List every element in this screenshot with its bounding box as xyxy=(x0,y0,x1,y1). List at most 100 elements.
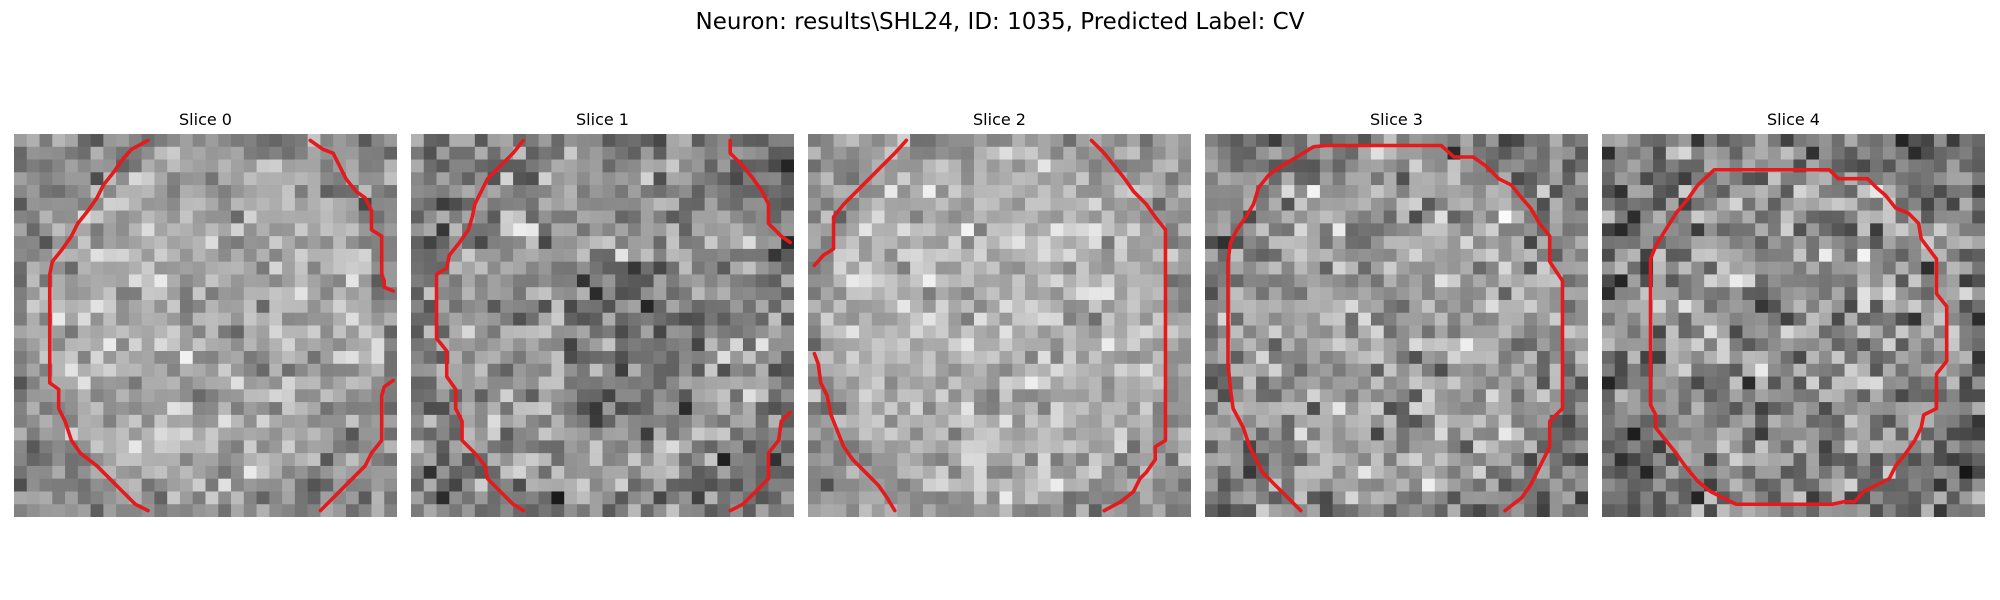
pixel xyxy=(307,478,321,492)
pixel xyxy=(935,197,949,211)
pixel xyxy=(589,248,603,262)
pixel xyxy=(1409,146,1423,160)
pixel xyxy=(500,465,514,479)
pixel xyxy=(1473,440,1487,454)
pixel xyxy=(999,402,1013,416)
pixel xyxy=(218,197,232,211)
pixel xyxy=(833,376,847,390)
pixel xyxy=(1037,236,1051,250)
pixel xyxy=(1857,389,1871,403)
pixel xyxy=(1178,427,1191,441)
pixel xyxy=(423,210,437,224)
pixel xyxy=(628,172,642,186)
pixel xyxy=(961,440,975,454)
pixel xyxy=(1037,389,1051,403)
pixel xyxy=(1793,236,1807,250)
pixel xyxy=(1831,338,1845,352)
pixel xyxy=(1383,427,1397,441)
pixel xyxy=(961,325,975,339)
pixel xyxy=(1742,478,1756,492)
pixel xyxy=(1921,172,1935,186)
pixel xyxy=(961,223,975,237)
pixel xyxy=(1640,440,1654,454)
pixel xyxy=(1396,478,1410,492)
pixel xyxy=(628,402,642,416)
pixel xyxy=(269,376,283,390)
pixel xyxy=(1152,261,1166,275)
pixel xyxy=(256,274,270,288)
pixel xyxy=(1370,376,1384,390)
pixel xyxy=(462,134,476,148)
pixel xyxy=(487,185,501,199)
pixel xyxy=(1294,491,1308,505)
pixel xyxy=(1358,172,1372,186)
pixel xyxy=(1665,274,1679,288)
pixel xyxy=(231,236,245,250)
pixel xyxy=(1217,197,1231,211)
pixel xyxy=(1434,338,1448,352)
pixel xyxy=(859,504,873,517)
pixel xyxy=(116,172,130,186)
pixel xyxy=(1358,261,1372,275)
pixel xyxy=(256,363,270,377)
pixel xyxy=(128,453,142,467)
pixel xyxy=(333,440,347,454)
pixel xyxy=(897,478,911,492)
pixel xyxy=(345,338,359,352)
pixel xyxy=(1076,491,1090,505)
pixel xyxy=(192,299,206,313)
pixel xyxy=(1691,338,1705,352)
pixel xyxy=(294,312,308,326)
pixel xyxy=(1243,185,1257,199)
pixel xyxy=(269,338,283,352)
pixel xyxy=(1562,338,1576,352)
pixel xyxy=(1691,146,1705,160)
pixel xyxy=(1946,465,1960,479)
pixel xyxy=(243,248,257,262)
pixel xyxy=(128,325,142,339)
pixel xyxy=(1895,325,1909,339)
pixel xyxy=(1434,299,1448,313)
pixel xyxy=(1332,504,1346,517)
pixel xyxy=(1307,376,1321,390)
pixel xyxy=(90,248,104,262)
pixel xyxy=(1178,338,1191,352)
pixel xyxy=(1933,236,1947,250)
pixel xyxy=(1704,440,1718,454)
pixel xyxy=(564,172,578,186)
pixel xyxy=(1152,414,1166,428)
pixel xyxy=(846,414,860,428)
pixel xyxy=(1742,465,1756,479)
pixel xyxy=(948,389,962,403)
pixel xyxy=(986,223,1000,237)
pixel xyxy=(1729,440,1743,454)
pixel xyxy=(1678,261,1692,275)
pixel xyxy=(1691,223,1705,237)
pixel xyxy=(999,491,1013,505)
pixel xyxy=(1806,146,1820,160)
pixel xyxy=(1281,236,1295,250)
pixel xyxy=(742,274,756,288)
pixel xyxy=(1602,491,1616,505)
pixel xyxy=(1076,376,1090,390)
pixel xyxy=(423,325,437,339)
pixel xyxy=(269,261,283,275)
pixel xyxy=(525,223,539,237)
pixel xyxy=(77,427,91,441)
pixel xyxy=(462,312,476,326)
pixel xyxy=(1729,402,1743,416)
pixel xyxy=(192,478,206,492)
pixel xyxy=(742,351,756,365)
pixel xyxy=(513,274,527,288)
pixel xyxy=(1882,491,1896,505)
pixel xyxy=(935,236,949,250)
pixel xyxy=(897,351,911,365)
pixel xyxy=(1447,338,1461,352)
pixel xyxy=(538,299,552,313)
pixel xyxy=(1088,185,1102,199)
pixel xyxy=(1076,465,1090,479)
pixel xyxy=(1217,389,1231,403)
pixel xyxy=(1844,312,1858,326)
pixel xyxy=(961,274,975,288)
pixel xyxy=(167,325,181,339)
